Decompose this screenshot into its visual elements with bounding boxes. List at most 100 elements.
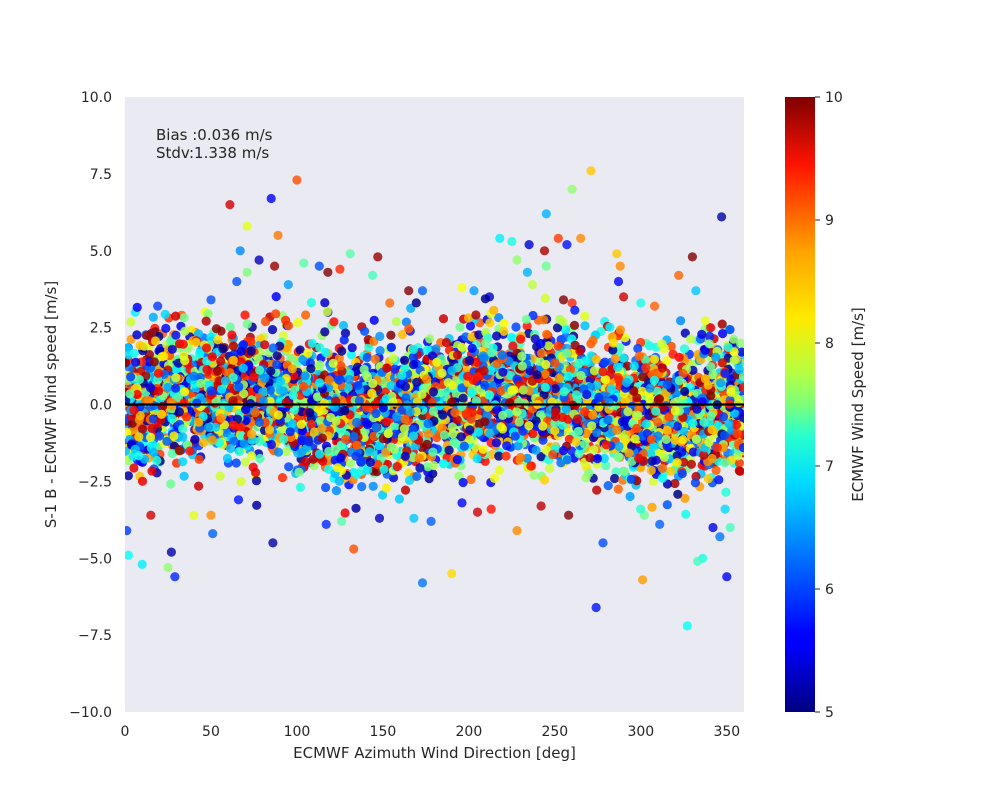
data-point <box>162 436 172 446</box>
data-point <box>206 332 216 342</box>
data-point <box>718 329 728 339</box>
data-point <box>708 369 718 379</box>
data-point <box>207 352 217 362</box>
data-point <box>125 427 132 437</box>
data-point <box>206 295 216 305</box>
data-point <box>507 332 517 342</box>
data-point <box>585 453 595 463</box>
data-point <box>370 354 380 364</box>
data-point <box>612 249 622 259</box>
data-point <box>581 473 591 483</box>
data-point <box>680 493 690 503</box>
data-point <box>580 439 590 449</box>
data-point <box>242 221 252 231</box>
data-point <box>492 331 502 341</box>
data-point <box>321 347 331 358</box>
data-point <box>202 343 212 353</box>
data-point <box>541 209 551 219</box>
data-point <box>615 325 626 335</box>
data-point <box>456 432 466 442</box>
data-point <box>441 337 451 348</box>
data-point <box>417 286 428 296</box>
data-point <box>345 249 355 259</box>
data-point <box>485 318 495 328</box>
data-point <box>625 491 635 502</box>
data-point <box>499 318 509 328</box>
data-point <box>334 476 344 486</box>
data-point <box>373 460 383 470</box>
data-point <box>236 422 246 432</box>
data-point <box>680 386 690 397</box>
data-point <box>580 321 590 331</box>
data-point <box>536 501 546 511</box>
data-point <box>207 435 217 445</box>
data-point <box>142 330 152 340</box>
data-point <box>480 417 490 427</box>
data-point <box>557 412 568 422</box>
data-point <box>714 475 724 485</box>
data-point <box>531 445 541 455</box>
data-point <box>703 380 713 390</box>
data-point <box>457 342 467 352</box>
data-point <box>706 323 716 333</box>
data-point <box>347 343 357 353</box>
data-point <box>512 255 522 265</box>
data-point <box>550 426 560 436</box>
data-point <box>211 324 222 334</box>
data-point <box>457 498 467 508</box>
data-point <box>589 445 599 455</box>
data-point <box>340 434 351 444</box>
data-point <box>251 467 261 478</box>
data-point <box>540 293 550 303</box>
data-point <box>567 298 577 308</box>
data-point <box>146 510 156 520</box>
data-point <box>345 458 356 468</box>
data-point <box>331 486 341 496</box>
data-point <box>336 453 346 463</box>
data-point <box>337 346 347 356</box>
data-point <box>208 529 218 539</box>
data-point <box>206 386 216 396</box>
data-point <box>495 233 505 243</box>
data-point <box>558 446 569 456</box>
data-point <box>171 330 181 340</box>
data-point <box>539 315 549 325</box>
data-point <box>409 360 419 370</box>
data-point <box>178 424 188 434</box>
data-point <box>125 526 132 536</box>
data-point <box>246 346 256 356</box>
data-point <box>397 329 408 340</box>
data-point <box>127 418 137 428</box>
data-point <box>394 494 404 504</box>
data-point <box>225 200 235 210</box>
data-point <box>652 386 662 396</box>
data-point <box>551 412 561 422</box>
data-point <box>318 456 328 466</box>
data-point <box>541 261 551 271</box>
data-point <box>306 298 317 308</box>
data-point <box>260 373 270 383</box>
data-point <box>132 330 142 340</box>
data-point <box>134 374 144 385</box>
data-point <box>465 355 475 366</box>
data-point <box>647 456 657 466</box>
data-point <box>673 489 683 499</box>
data-point <box>292 175 302 185</box>
data-point <box>452 455 462 465</box>
data-point <box>717 319 727 329</box>
data-point <box>180 326 190 336</box>
data-point <box>408 424 418 434</box>
data-point <box>729 334 739 344</box>
data-point <box>363 420 373 430</box>
data-point <box>518 426 528 436</box>
data-point <box>439 430 450 440</box>
data-point <box>541 445 551 455</box>
data-point <box>636 504 646 514</box>
data-point <box>148 440 158 450</box>
data-point <box>382 363 392 373</box>
data-point <box>182 412 192 422</box>
data-point <box>228 355 238 365</box>
data-point <box>662 500 672 510</box>
data-point <box>233 495 244 505</box>
data-point <box>368 270 378 280</box>
